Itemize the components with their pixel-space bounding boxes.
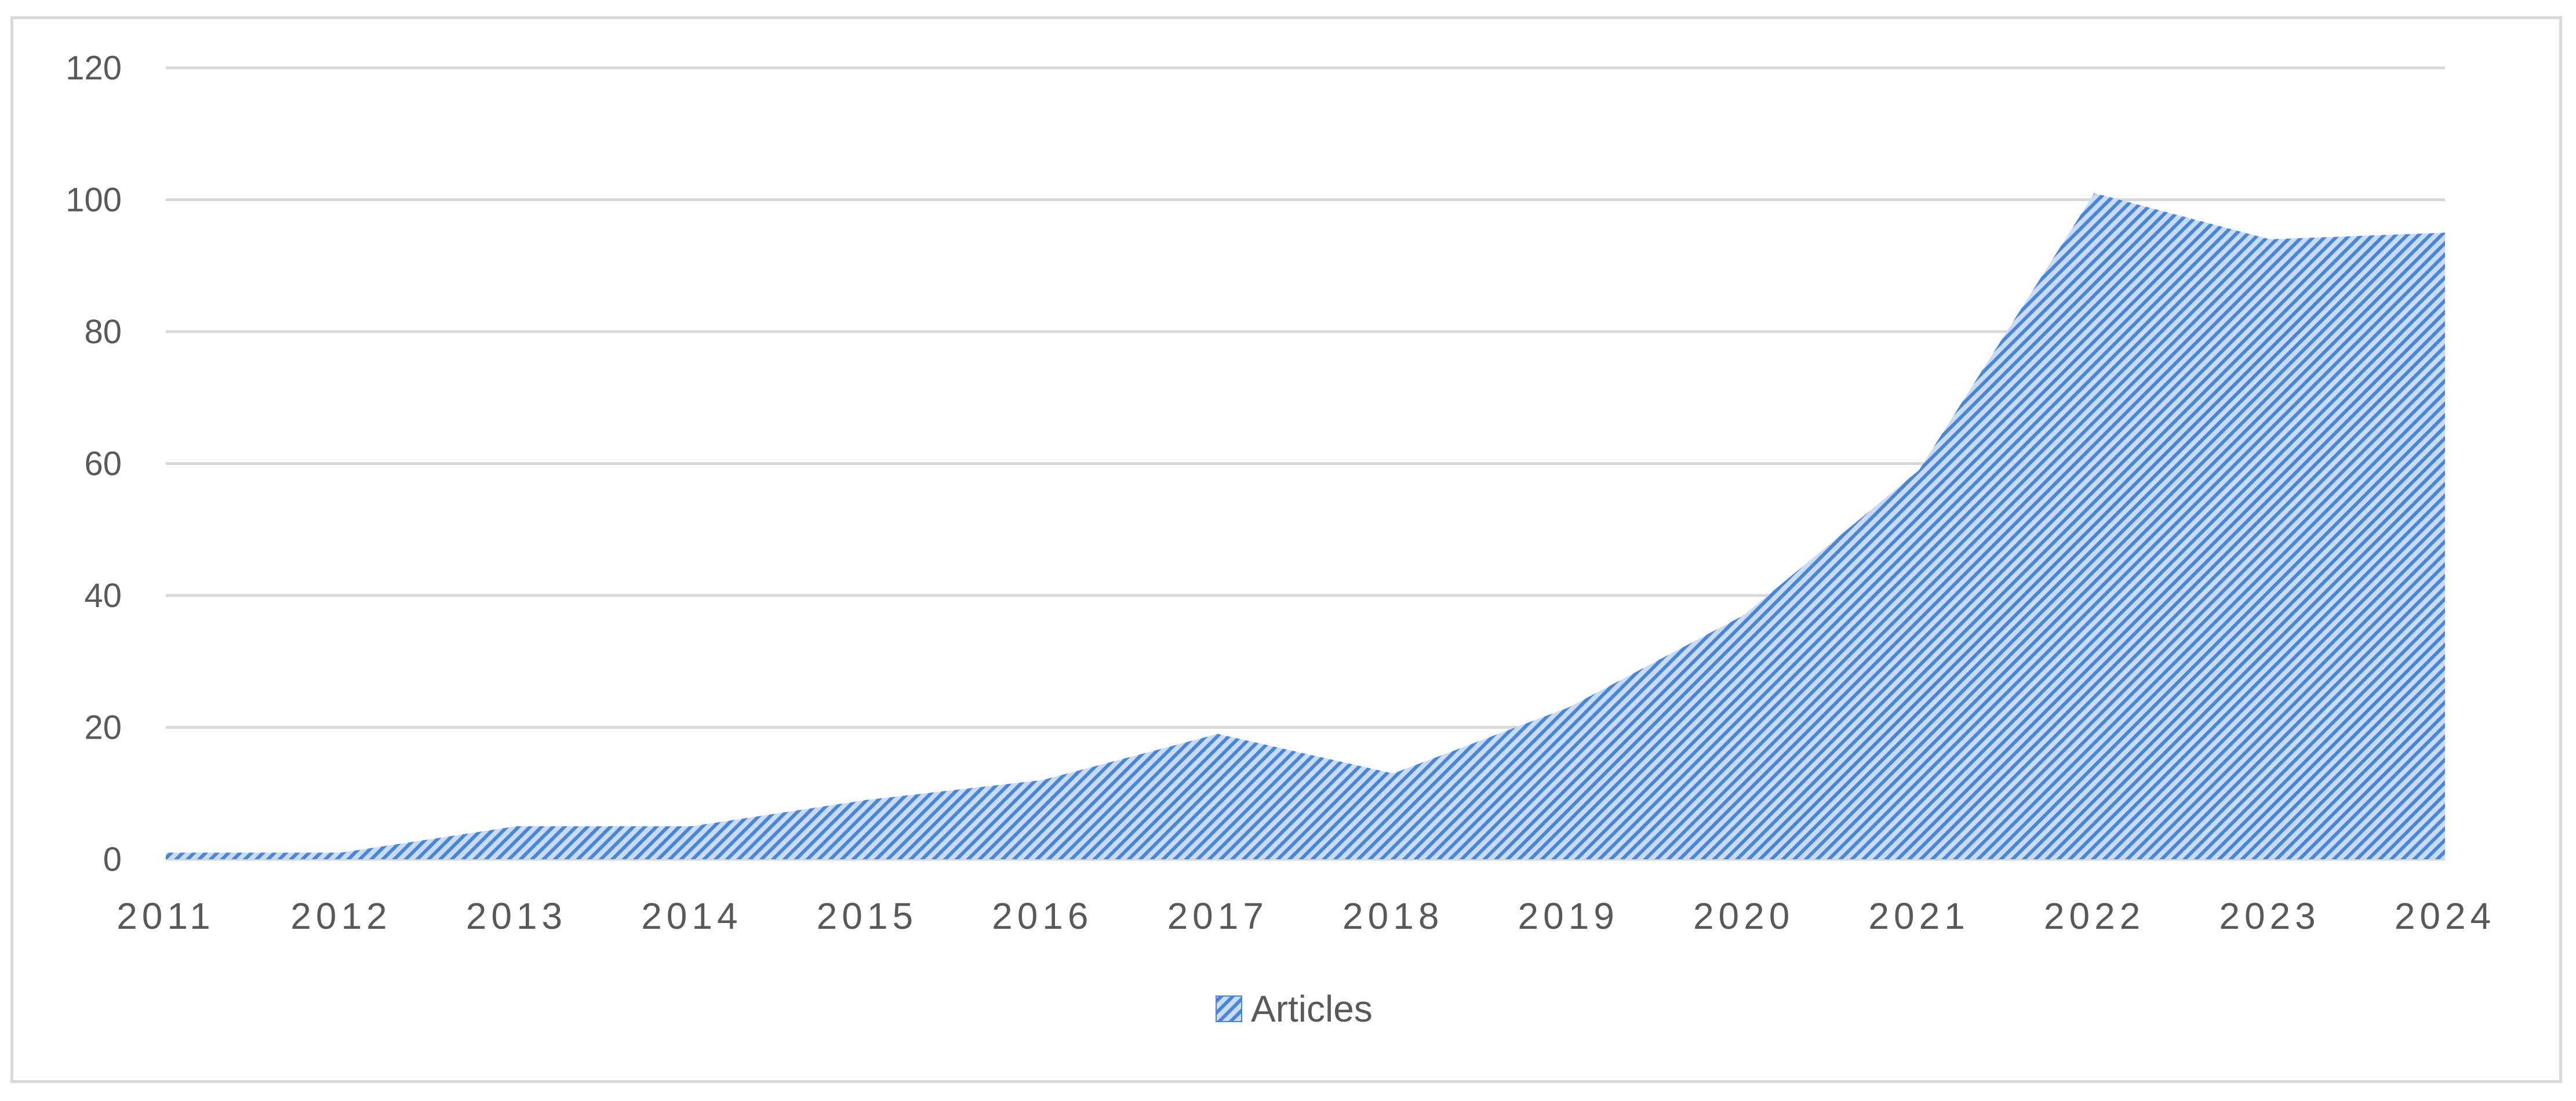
legend: Articles xyxy=(1216,988,1373,1030)
y-tick-label: 60 xyxy=(84,445,122,483)
data-point-2024 xyxy=(2444,232,2446,233)
x-tick-label: 2013 xyxy=(466,895,567,937)
x-tick-label: 2012 xyxy=(290,895,391,937)
x-tick-label: 2011 xyxy=(117,895,215,937)
x-tick-label: 2024 xyxy=(2395,895,2495,937)
plot-area xyxy=(165,192,2446,859)
y-tick-label: 100 xyxy=(66,181,122,219)
x-tick-label: 2014 xyxy=(641,895,742,937)
y-tick-label: 120 xyxy=(66,49,122,87)
x-tick-label: 2020 xyxy=(1693,895,1794,937)
x-tick-label: 2016 xyxy=(992,895,1093,937)
x-tick-label: 2021 xyxy=(1868,895,1969,937)
data-point-2022 xyxy=(2094,192,2095,194)
legend-label-articles: Articles xyxy=(1251,988,1373,1030)
y-tick-label: 80 xyxy=(84,313,122,351)
x-tick-label: 2015 xyxy=(817,895,918,937)
x-tick-label: 2019 xyxy=(1518,895,1619,937)
y-tick-label: 20 xyxy=(84,709,122,747)
x-tick-label: 2018 xyxy=(1342,895,1443,937)
x-axis-tick-labels: 2011 2012 2013 2014 2015 2016 2017 2018 2019 2020… xyxy=(117,895,2495,937)
data-point-2017 xyxy=(1217,733,1218,735)
y-tick-label: 0 xyxy=(103,841,122,878)
data-point-2019 xyxy=(1568,707,1569,708)
y-tick-label: 40 xyxy=(84,577,122,615)
series-area-articles xyxy=(166,193,2445,859)
y-axis-tick-labels: 0 20 40 60 80 100 120 xyxy=(66,49,122,878)
x-tick-label: 2023 xyxy=(2219,895,2320,937)
x-tick-label: 2017 xyxy=(1167,895,1268,937)
x-tick-label: 2022 xyxy=(2044,895,2145,937)
legend-swatch-articles xyxy=(1216,995,1242,1022)
